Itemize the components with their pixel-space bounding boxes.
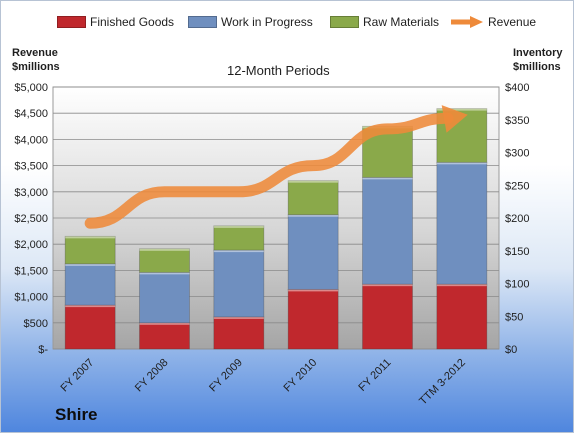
left-tick-label: $3,500: [14, 161, 48, 173]
bar-work-in-progress: [436, 161, 488, 285]
legend-item-finished-goods: Finished Goods: [57, 15, 174, 29]
right-tick-label: $400: [505, 82, 529, 94]
bar-raw-materials: [139, 248, 190, 273]
left-tick-label: $5,000: [14, 82, 48, 94]
bar-highlight: [213, 225, 264, 228]
bar-highlight: [65, 263, 116, 266]
left-tick-label: $2,000: [14, 239, 48, 251]
legend-item-revenue: Revenue: [450, 15, 536, 29]
bar-work-in-progress: [287, 214, 339, 290]
legend-arrow-icon: [451, 16, 483, 28]
chart-title: 12-Month Periods: [227, 63, 330, 78]
right-tick-label: $300: [505, 148, 529, 160]
bar-highlight: [65, 236, 116, 239]
right-axis-title: Inventory $millions: [513, 46, 563, 74]
legend-label-revenue: Revenue: [488, 15, 537, 29]
legend: Finished Goods Work in Progress Raw Mate…: [1, 15, 573, 35]
bar-highlight: [288, 289, 339, 292]
bar-highlight: [362, 284, 413, 287]
revenue-point: [461, 115, 462, 116]
right-tick-label: $350: [505, 115, 529, 127]
bar-finished-goods: [139, 322, 190, 350]
revenue-point: [90, 223, 91, 224]
bar-work-in-progress: [64, 263, 116, 306]
bar-work-in-progress: [139, 271, 190, 324]
x-tick-label: FY 2007: [59, 357, 97, 395]
bar-highlight: [436, 162, 487, 165]
left-tick-label: $1,500: [14, 265, 48, 277]
bar-finished-goods: [362, 283, 413, 350]
legend-swatch-work-in-progress: [188, 16, 217, 28]
bar-raw-materials: [213, 225, 265, 251]
right-axis-title-line2: $millions: [513, 61, 561, 73]
x-tick-label: FY 2011: [356, 357, 393, 394]
bar-highlight: [213, 250, 264, 253]
left-tick-label: $-: [38, 344, 48, 356]
bar-highlight: [139, 248, 190, 251]
left-axis-title: Revenue $millions: [12, 46, 60, 74]
revenue-point: [387, 128, 388, 129]
bar-raw-materials: [64, 235, 116, 265]
bar-highlight: [288, 214, 339, 217]
company-name: Shire: [55, 405, 98, 424]
right-tick-label: $0: [505, 344, 517, 356]
bar-finished-goods: [213, 316, 265, 350]
left-tick-label: $3,000: [14, 187, 48, 199]
legend-label-raw-materials: Raw Materials: [363, 15, 440, 29]
bar-highlight: [139, 322, 190, 325]
x-tick-label: FY 2008: [133, 357, 171, 395]
left-tick-label: $4,000: [14, 134, 48, 146]
legend-item-raw-materials: Raw Materials: [330, 15, 439, 29]
legend-item-work-in-progress: Work in Progress: [188, 15, 313, 29]
legend-swatch-finished-goods: [57, 16, 86, 28]
right-tick-label: $50: [505, 311, 523, 323]
right-tick-label: $100: [505, 279, 529, 291]
bar-highlight: [436, 108, 487, 111]
x-tick-label: TTM 3-2012: [417, 357, 468, 408]
left-axis-title-line2: $millions: [12, 61, 60, 73]
bar-finished-goods: [64, 304, 116, 350]
x-tick-label: FY 2009: [207, 357, 245, 395]
revenue-point: [164, 191, 165, 192]
bar-finished-goods: [287, 288, 339, 350]
bar-work-in-progress: [362, 176, 413, 285]
right-tick-label: $250: [505, 180, 529, 192]
revenue-point: [238, 191, 239, 192]
bar-highlight: [362, 177, 413, 180]
left-tick-label: $4,500: [14, 108, 48, 120]
right-tick-label: $200: [505, 213, 529, 225]
revenue-line: [84, 112, 454, 229]
legend-label-work-in-progress: Work in Progress: [221, 15, 313, 29]
revenue-point: [313, 165, 314, 166]
bar-highlight: [288, 180, 339, 183]
left-tick-label: $1,000: [14, 292, 48, 304]
x-tick-label: FY 2010: [282, 357, 320, 395]
bar-finished-goods: [436, 283, 488, 350]
bar-highlight: [139, 272, 190, 275]
left-tick-label: $2,500: [14, 213, 48, 225]
right-tick-label: $150: [505, 246, 529, 258]
legend-label-finished-goods: Finished Goods: [90, 15, 175, 29]
bar-highlight: [213, 316, 264, 319]
bar-raw-materials: [287, 180, 339, 216]
bar-highlight: [436, 284, 487, 287]
revenue-arrowhead: [441, 105, 468, 133]
left-tick-label: $500: [24, 318, 48, 330]
legend-swatch-raw-materials: [330, 16, 359, 28]
right-axis-title-line1: Inventory: [513, 47, 563, 59]
bar-highlight: [65, 305, 116, 308]
left-axis-title-line1: Revenue: [12, 47, 58, 59]
bar-work-in-progress: [213, 249, 265, 318]
